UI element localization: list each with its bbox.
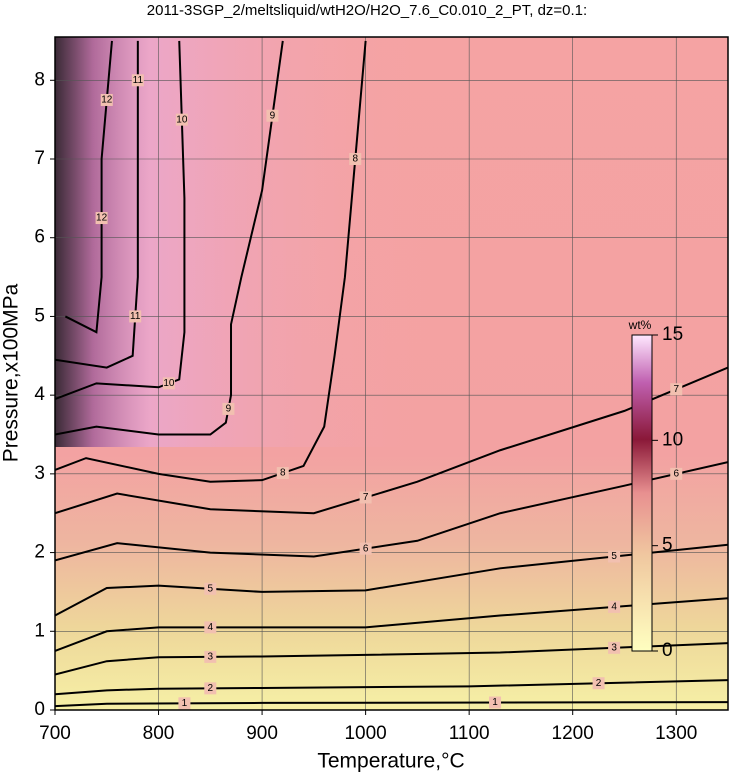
contour-label-bg — [266, 109, 279, 122]
y-tick-label: 1 — [34, 620, 45, 641]
contour-label-bg — [489, 696, 502, 709]
contour-label: 1 — [492, 697, 498, 708]
contour-label-bg — [359, 542, 372, 555]
y-tick-label: 3 — [34, 463, 45, 484]
contour-label: 5 — [611, 551, 617, 562]
contour-line — [55, 40, 186, 401]
contour-line — [55, 642, 728, 676]
contour-label-bg — [175, 113, 188, 126]
colorbar-tick-label: 10 — [662, 429, 683, 450]
contour-label-bg — [608, 550, 621, 563]
contour-label-bg — [204, 650, 217, 663]
contour-label: 7 — [673, 384, 679, 395]
x-tick-label: 1200 — [552, 723, 594, 744]
contour-label: 1 — [182, 698, 188, 709]
contour-line — [55, 597, 728, 652]
y-tick-label: 6 — [34, 227, 45, 248]
y-tick-label: 2 — [34, 542, 45, 563]
contour-label: 8 — [352, 154, 358, 165]
contour-label: 2 — [596, 678, 602, 689]
contour-label: 6 — [363, 543, 369, 554]
plot-frame — [54, 36, 729, 711]
colorbar-tick-label: 15 — [662, 324, 683, 345]
contour-label-bg — [359, 491, 372, 504]
contour-label: 4 — [611, 602, 617, 613]
contour-label: 6 — [673, 469, 679, 480]
contour-label-bg — [100, 93, 113, 106]
contour-line — [64, 40, 113, 334]
x-tick-label: 900 — [246, 723, 278, 744]
x-tick-label: 800 — [143, 723, 175, 744]
y-tick-label: 7 — [34, 148, 45, 169]
contour-label: 8 — [280, 468, 286, 479]
contour-label: 9 — [270, 110, 276, 121]
contour-label-bg — [204, 621, 217, 634]
y-tick-label: 5 — [34, 305, 45, 326]
contour-label: 4 — [208, 622, 214, 633]
x-tick-label: 700 — [39, 723, 71, 744]
contour-label: 12 — [96, 213, 108, 224]
contour-label: 11 — [133, 75, 144, 86]
colorbar-label: wt% — [628, 318, 652, 332]
contour-label-bg — [592, 677, 605, 690]
y-axis-label: Pressure,x100MPa — [0, 283, 23, 462]
contour-label: 12 — [101, 95, 113, 106]
x-tick-label: 1100 — [449, 723, 490, 744]
x-tick-label: 1300 — [655, 723, 697, 744]
contour-label-bg — [129, 310, 142, 323]
high-water-shading — [55, 37, 435, 447]
colorbar-tick-label: 5 — [662, 535, 673, 556]
contour-label-bg — [131, 74, 144, 87]
contour-label-bg — [608, 641, 621, 654]
contour-line — [55, 543, 728, 617]
contour-label: 3 — [611, 642, 617, 653]
y-tick-label: 4 — [34, 384, 45, 405]
contour-label: 10 — [176, 114, 188, 125]
contour-label: 10 — [163, 378, 175, 389]
y-tick-label: 0 — [34, 699, 45, 720]
contour-label-bg — [204, 582, 217, 595]
x-axis-label: Temperature,°C — [317, 750, 464, 773]
contour-label: 3 — [208, 652, 214, 663]
contour-label: 7 — [363, 492, 369, 503]
x-tick-label: 1000 — [344, 723, 386, 744]
contour-label: 11 — [130, 311, 141, 322]
contour-label-bg — [178, 697, 191, 710]
colorbar — [631, 334, 653, 652]
contour-label-bg — [276, 467, 289, 480]
contour-label-bg — [95, 212, 108, 225]
colorbar-tick-label: 0 — [662, 640, 673, 661]
chart-title: 2011-3SGP_2/meltsliquid/wtH2O/H2O_7.6_C0… — [147, 2, 587, 19]
contour-label-bg — [204, 682, 217, 695]
contour-label-bg — [162, 377, 175, 390]
y-tick-label: 8 — [34, 69, 45, 90]
contour-label: 9 — [226, 404, 232, 415]
contour-label-bg — [608, 600, 621, 613]
contour-label-bg — [222, 402, 235, 415]
contour-label: 5 — [208, 583, 214, 594]
contour-label: 2 — [208, 683, 214, 694]
contour-label-bg — [670, 383, 683, 396]
contour-label-bg — [349, 153, 362, 166]
contour-label-bg — [670, 467, 683, 480]
